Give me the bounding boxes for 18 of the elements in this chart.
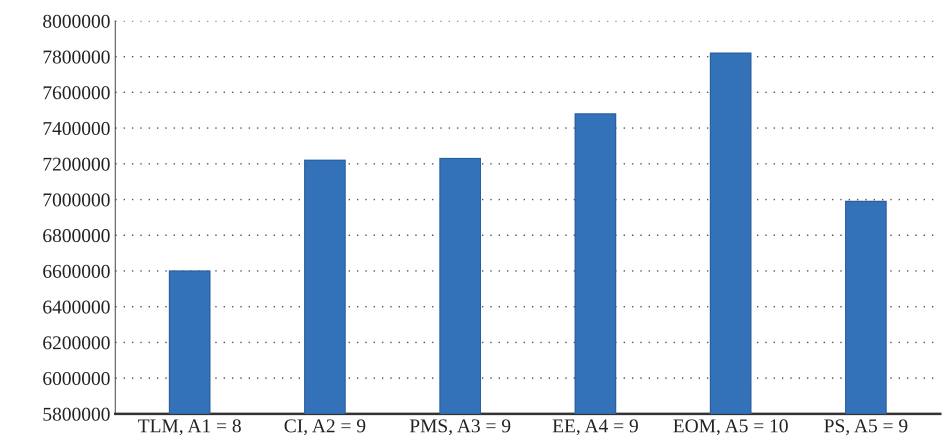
y-tick-label: 7600000 bbox=[44, 86, 110, 100]
y-tick-label: 7800000 bbox=[44, 50, 110, 64]
x-tick-label: PMS, A3 = 9 bbox=[410, 419, 510, 436]
x-tick-label: CI, A2 = 9 bbox=[284, 419, 366, 436]
y-tick-label: 6000000 bbox=[43, 372, 110, 386]
x-tick-label: PS, A5 = 9 bbox=[824, 419, 908, 436]
y-tick-label: 7400000 bbox=[44, 122, 110, 136]
x-tick-label: EE, A4 = 9 bbox=[552, 419, 638, 436]
x-tick-label: EOM, A5 = 10 bbox=[673, 419, 788, 436]
y-tick-label: 6400000 bbox=[43, 300, 110, 314]
y-tick-label: 7200000 bbox=[44, 158, 110, 171]
y-tick-label: 6200000 bbox=[43, 336, 110, 350]
y-tick-label: 7000000 bbox=[44, 193, 110, 206]
y-tick-label: 6600000 bbox=[43, 264, 110, 278]
y-tick-label: 6800000 bbox=[43, 229, 110, 242]
x-tick-label: TLM, A1 = 8 bbox=[138, 419, 241, 436]
y-tick-label: 8000000 bbox=[43, 14, 110, 28]
y-tick-label: 5800000 bbox=[44, 408, 110, 421]
